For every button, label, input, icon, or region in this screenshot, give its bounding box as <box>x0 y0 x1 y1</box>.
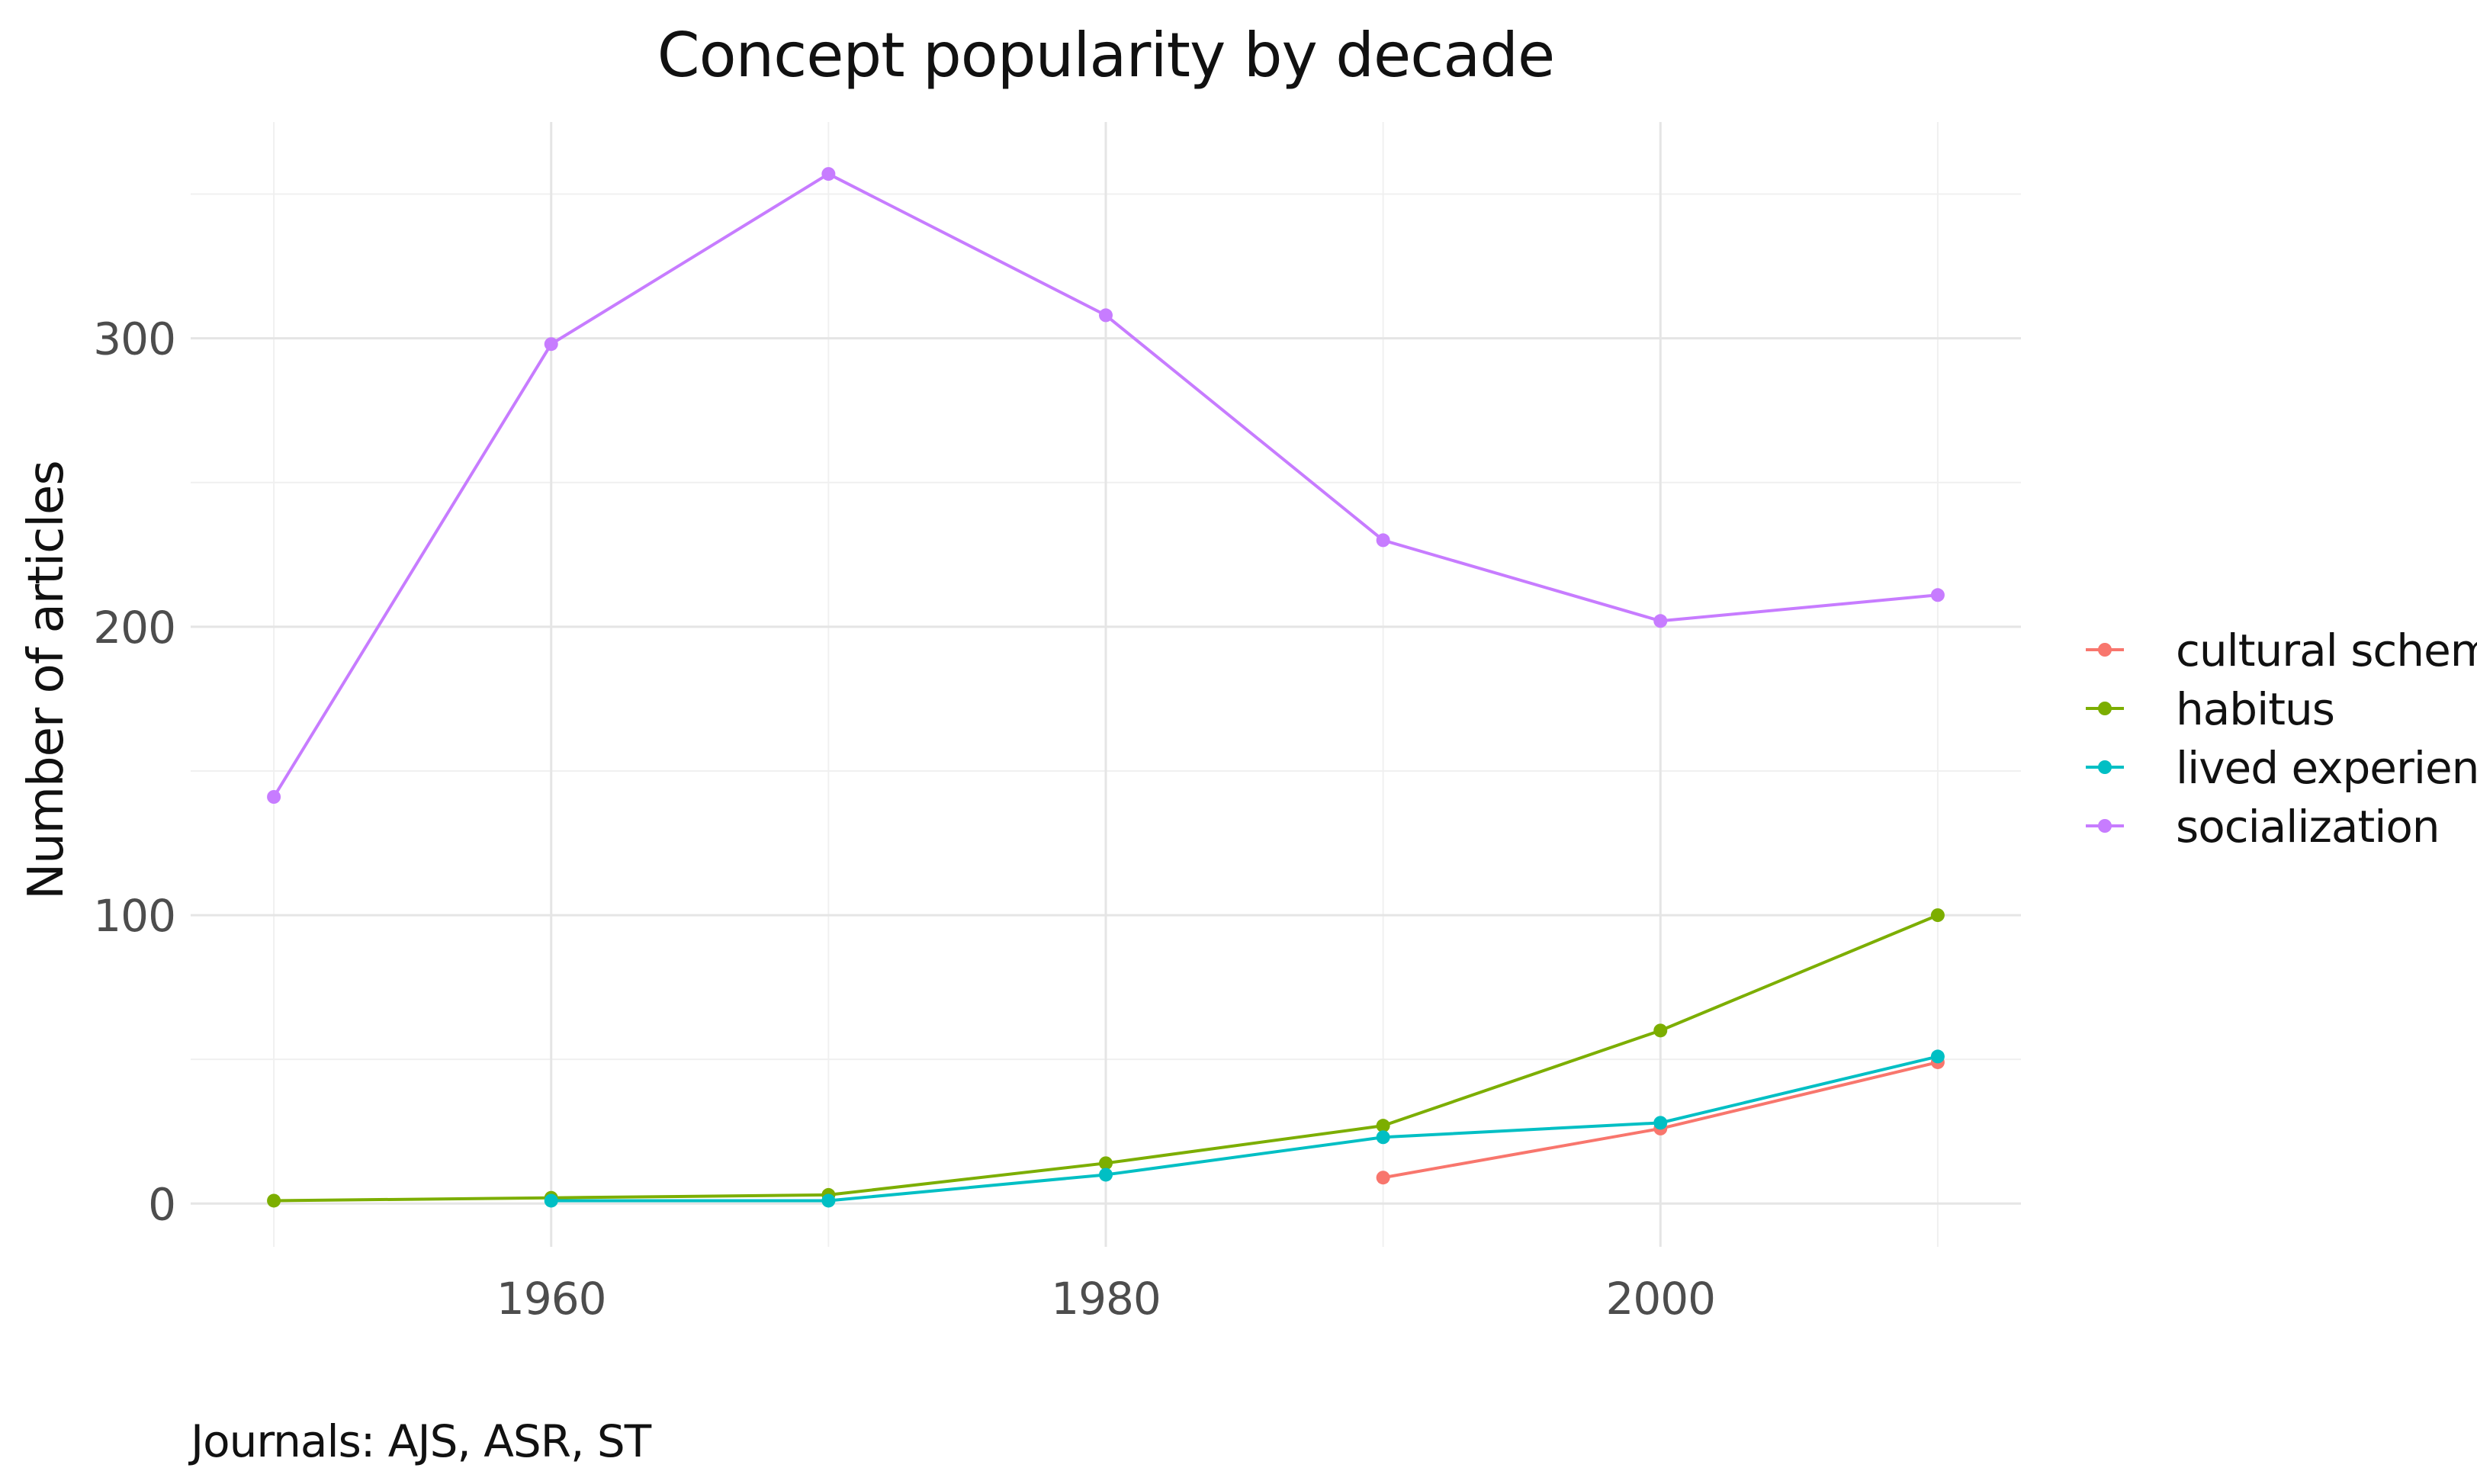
legend: cultural schema habitus lived experience so… <box>2086 625 2477 853</box>
legend-key-point <box>2098 702 2112 715</box>
legend-key-point <box>2098 643 2112 657</box>
data-point-socialization <box>544 337 558 352</box>
legend-label: lived experience <box>2176 742 2477 794</box>
series-points <box>267 167 1945 1208</box>
chart-caption: Journals: AJS, ASR, ST <box>188 1415 652 1467</box>
data-point-lived-experience <box>544 1193 558 1208</box>
data-point-lived-experience <box>1930 1049 1945 1064</box>
legend-key-point <box>2098 819 2112 833</box>
legend-label: socialization <box>2176 801 2440 853</box>
x-tick-label: 1960 <box>496 1273 606 1325</box>
data-point-habitus <box>1653 1023 1668 1038</box>
data-point-habitus <box>1376 1119 1390 1133</box>
legend-item-habitus: habitus <box>2086 683 2335 735</box>
data-point-socialization <box>821 167 836 181</box>
data-point-habitus <box>1930 908 1945 923</box>
data-point-socialization <box>1653 614 1668 628</box>
data-point-cultural-schema <box>1376 1171 1390 1185</box>
data-point-socialization <box>1930 588 1945 602</box>
x-axis-ticks: 1960 1980 2000 <box>496 1273 1716 1325</box>
data-point-socialization <box>267 790 281 804</box>
data-point-lived-experience <box>1099 1168 1113 1182</box>
y-tick-label: 0 <box>148 1178 175 1230</box>
data-point-lived-experience <box>821 1193 836 1208</box>
x-tick-label: 1980 <box>1051 1273 1161 1325</box>
data-point-socialization <box>1376 533 1390 548</box>
gridlines <box>191 122 2021 1247</box>
data-point-habitus <box>267 1193 281 1208</box>
y-tick-label: 200 <box>93 602 175 654</box>
data-point-lived-experience <box>1376 1130 1390 1145</box>
legend-item-lived-experience: lived experience <box>2086 742 2477 794</box>
y-tick-label: 300 <box>93 313 175 365</box>
y-axis-title: Number of articles <box>18 461 75 900</box>
data-point-habitus <box>1099 1156 1113 1171</box>
legend-item-cultural-schema: cultural schema <box>2086 625 2477 676</box>
legend-label: cultural schema <box>2176 625 2477 676</box>
x-tick-label: 2000 <box>1605 1273 1715 1325</box>
legend-item-socialization: socialization <box>2086 801 2440 853</box>
series-line-lived-experience <box>551 1055 1939 1203</box>
y-tick-label: 100 <box>93 890 175 942</box>
y-axis-ticks: 0 100 200 300 <box>93 313 176 1231</box>
data-point-lived-experience <box>1653 1116 1668 1130</box>
chart-title: Concept popularity by decade <box>657 20 1555 91</box>
legend-label: habitus <box>2176 683 2334 735</box>
data-point-socialization <box>1099 308 1113 323</box>
legend-key-point <box>2098 760 2112 774</box>
